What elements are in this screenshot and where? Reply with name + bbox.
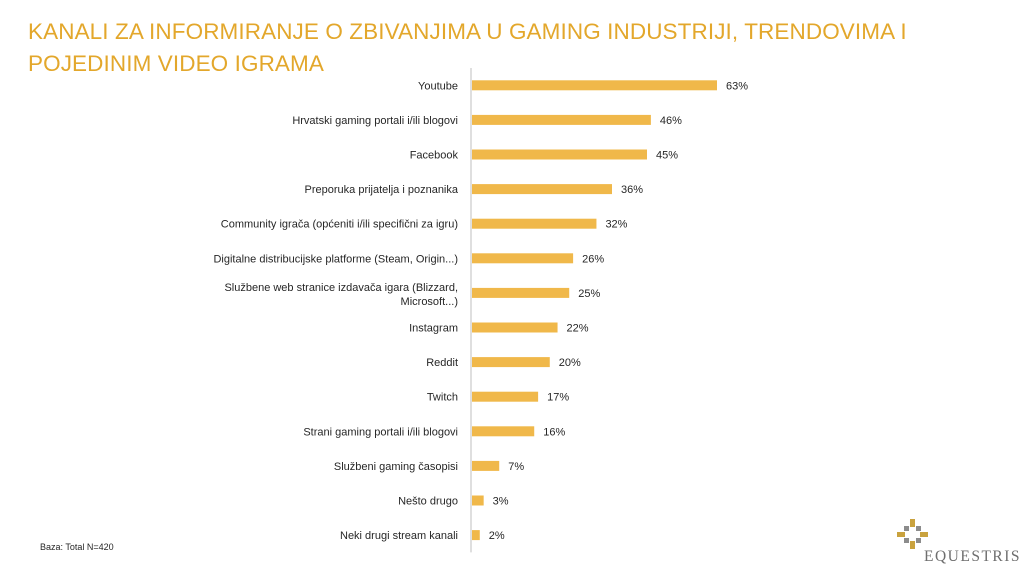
bar: [472, 218, 597, 229]
data-label: 25%: [578, 288, 600, 300]
category-label: Community igrača (općeniti i/ili specifi…: [221, 219, 458, 231]
category-label: Digitalne distribucijske platforme (Stea…: [213, 253, 458, 265]
category-label: Microsoft...): [401, 296, 458, 308]
category-label: Nešto drugo: [398, 496, 458, 508]
data-label: 2%: [489, 530, 505, 542]
bar: [472, 80, 717, 91]
category-label: Youtube: [418, 80, 458, 92]
bar: [472, 114, 651, 125]
base-note: Baza: Total N=420: [40, 542, 114, 552]
bar: [472, 287, 570, 298]
category-label: Službene web stranice izdavača igara (Bl…: [224, 282, 458, 294]
bar: [472, 495, 484, 506]
data-label: 46%: [660, 115, 682, 127]
data-label: 3%: [493, 496, 509, 508]
bar: [472, 426, 535, 437]
data-label: 16%: [543, 426, 565, 438]
data-label: 32%: [605, 219, 627, 231]
category-label: Službeni gaming časopisi: [334, 461, 458, 473]
category-label: Hrvatski gaming portali i/ili blogovi: [292, 115, 458, 127]
data-label: 22%: [567, 323, 589, 335]
equestris-cross-icon: [897, 519, 928, 549]
bar: [472, 460, 500, 471]
data-label: 36%: [621, 184, 643, 196]
bar: [472, 530, 480, 541]
category-label: Neki drugi stream kanali: [340, 530, 458, 542]
category-label: Facebook: [410, 150, 459, 162]
bar: [472, 391, 539, 402]
logo-text: EQUESTRIS: [924, 548, 1022, 565]
bar: [472, 322, 558, 333]
bar: [472, 357, 550, 368]
bar: [472, 253, 574, 264]
data-label: 45%: [656, 150, 678, 162]
category-label: Twitch: [427, 392, 458, 404]
chart-title: KANALI ZA INFORMIRANJE O ZBIVANJIMA U GA…: [28, 19, 907, 76]
category-label: Strani gaming portali i/ili blogovi: [303, 426, 458, 438]
data-label: 63%: [726, 80, 748, 92]
category-label: Reddit: [426, 357, 458, 369]
data-label: 7%: [508, 461, 524, 473]
equestris-logo: EQUESTRIS: [893, 515, 1023, 570]
data-label: 17%: [547, 392, 569, 404]
data-label: 20%: [559, 357, 581, 369]
category-label: Preporuka prijatelja i poznanika: [305, 184, 459, 196]
data-label: 26%: [582, 253, 604, 265]
bar: [472, 184, 612, 195]
category-label: Instagram: [409, 323, 458, 335]
bar: [472, 149, 647, 160]
